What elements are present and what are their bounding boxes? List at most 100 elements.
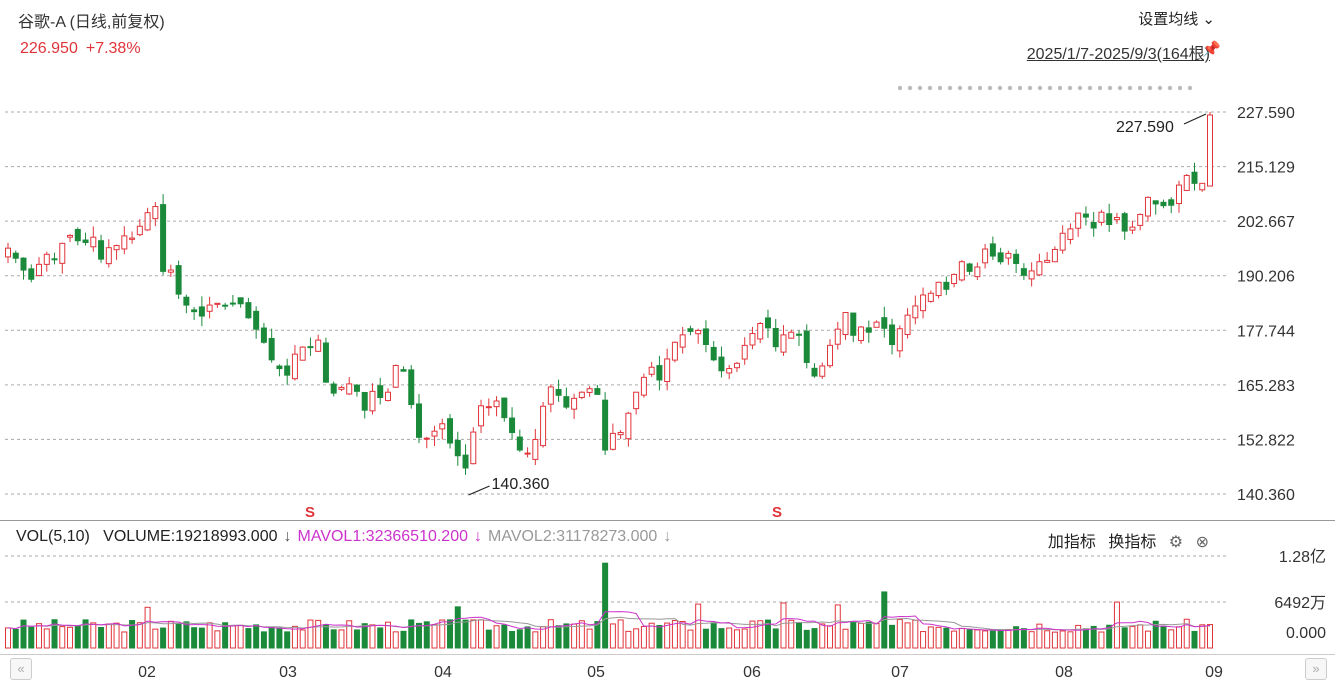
volume-bar <box>772 628 779 649</box>
volume-bar <box>392 631 399 649</box>
volume-bar <box>524 626 531 649</box>
volume-bar <box>28 626 35 649</box>
gear-icon[interactable]: ⚙ <box>1168 534 1184 551</box>
volume-bar <box>726 627 733 649</box>
volume-bar <box>671 620 678 649</box>
candle-body <box>617 432 624 436</box>
candle-body <box>330 383 337 394</box>
ma-setting-button[interactable]: 设置均线 ⌄ <box>1138 8 1215 29</box>
candle-body <box>795 333 802 336</box>
candle-body <box>819 365 826 377</box>
candle-body <box>470 431 477 465</box>
volume-bar <box>1168 629 1175 649</box>
down-arrow-icon: ↓ <box>283 528 292 545</box>
candle-body <box>28 268 35 280</box>
candle-body <box>687 328 694 332</box>
volume-bar <box>982 630 989 649</box>
down-arrow-icon: ↓ <box>474 528 482 545</box>
candle-body <box>656 365 663 381</box>
candle-body <box>338 386 345 390</box>
switch-indicator-button[interactable]: 换指标 <box>1108 534 1157 551</box>
candle-body <box>1152 200 1159 205</box>
volume-bar <box>586 628 593 649</box>
volume-bar <box>338 629 345 649</box>
mavol1-line <box>7 611 1211 631</box>
candle-body <box>1051 248 1058 263</box>
volume-bar <box>1207 624 1213 649</box>
volume-bar <box>540 626 547 649</box>
pin-icon[interactable]: 📌 <box>1202 41 1221 58</box>
candle-body <box>245 302 252 319</box>
volume-bar <box>509 631 516 649</box>
event-dot <box>947 85 953 91</box>
candle-body <box>989 243 996 257</box>
candle-body <box>749 333 756 346</box>
candle-body <box>648 366 655 375</box>
volume-bar <box>602 562 609 649</box>
volume-bar <box>400 630 407 649</box>
candle-body <box>1168 199 1175 206</box>
volume-bar <box>687 629 694 649</box>
volume-bar <box>1005 628 1012 649</box>
add-indicator-button[interactable]: 加指标 <box>1047 534 1096 551</box>
volume-bar <box>648 622 655 649</box>
candle-body <box>741 344 748 360</box>
candle-body <box>260 327 267 343</box>
volume-bar <box>865 621 872 649</box>
volume-bar <box>873 622 880 649</box>
volume-bar <box>129 620 136 649</box>
date-range[interactable]: 2025/1/7-2025/9/3(164根) <box>1026 46 1210 63</box>
candle-body <box>571 397 578 410</box>
candle-body <box>315 339 322 352</box>
price-summary: 226.950 +7.38% <box>20 40 149 58</box>
volume-bar <box>136 622 143 649</box>
volume-bar <box>439 619 446 649</box>
candle-body <box>144 212 151 231</box>
candle-body <box>377 385 384 398</box>
low-arrow <box>468 485 490 496</box>
candle-body <box>1160 201 1167 207</box>
candle-body <box>625 412 632 440</box>
candle-body <box>780 334 787 353</box>
candle-body <box>881 317 888 329</box>
candle-body <box>764 317 771 329</box>
scroll-right-button[interactable]: » <box>1305 658 1327 680</box>
volume-bar <box>175 623 182 649</box>
volume-bar <box>1090 625 1097 649</box>
volume-bar <box>1191 630 1198 649</box>
candle-body <box>43 253 50 265</box>
candle-body <box>563 396 570 408</box>
volume-bar <box>160 627 167 649</box>
event-dot <box>1157 85 1163 91</box>
candle-body <box>695 329 702 335</box>
vol-label: VOL(5,10) <box>16 528 90 545</box>
candle-body <box>547 386 554 405</box>
close-icon[interactable]: ⊗ <box>1195 534 1209 551</box>
candle-body <box>516 436 523 451</box>
volume-bar <box>67 626 74 649</box>
y-tick-label: 190.206 <box>1237 269 1295 286</box>
volume-bar <box>1137 624 1144 649</box>
candle-body <box>353 384 360 392</box>
candle-body <box>633 391 640 410</box>
volume-bar <box>640 626 647 649</box>
volume-tick-label: 0.000 <box>1286 625 1326 642</box>
volume-bar <box>51 619 58 649</box>
last-price: 226.950 <box>20 40 78 57</box>
volume-bar <box>98 627 105 649</box>
volume-bar <box>369 624 376 649</box>
scroll-left-button[interactable]: « <box>10 658 32 680</box>
volume-bar <box>485 629 492 649</box>
event-dot <box>987 85 993 91</box>
chart-title: 谷歌-A (日线,前复权) <box>18 14 165 31</box>
volume-bar <box>253 624 260 649</box>
volume-bar <box>384 621 391 649</box>
volume-bar <box>795 622 802 649</box>
candle-body <box>113 245 120 251</box>
chevron-down-icon: ⌄ <box>1202 11 1215 28</box>
candle-body <box>927 292 934 302</box>
candle-body <box>346 383 353 395</box>
signal-marker: S <box>772 504 782 521</box>
volume-bar <box>1075 624 1082 649</box>
volume-bar <box>617 619 624 649</box>
